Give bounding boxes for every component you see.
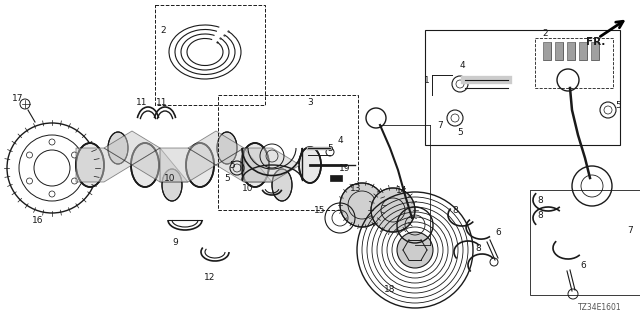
Text: 16: 16 <box>32 215 44 225</box>
Circle shape <box>371 188 415 232</box>
Ellipse shape <box>108 132 128 164</box>
Text: 10: 10 <box>164 173 176 182</box>
Polygon shape <box>132 148 188 182</box>
Bar <box>579 42 587 60</box>
Bar <box>218 95 358 210</box>
Ellipse shape <box>299 147 321 183</box>
Text: 2: 2 <box>160 26 166 35</box>
Text: 6: 6 <box>580 260 586 269</box>
Text: 8: 8 <box>537 211 543 220</box>
Ellipse shape <box>272 169 292 201</box>
Text: 7: 7 <box>437 121 443 130</box>
Polygon shape <box>104 131 160 165</box>
Bar <box>425 30 620 145</box>
Text: 3: 3 <box>307 98 313 107</box>
Text: TZ34E1601: TZ34E1601 <box>578 303 622 313</box>
Circle shape <box>340 183 384 227</box>
Text: 5: 5 <box>224 173 230 182</box>
Circle shape <box>397 232 433 268</box>
Bar <box>567 42 575 60</box>
Ellipse shape <box>217 132 237 164</box>
Text: 2: 2 <box>542 28 548 37</box>
Text: FR.: FR. <box>586 37 605 47</box>
Polygon shape <box>76 148 132 182</box>
Text: 8: 8 <box>537 196 543 204</box>
Text: 5: 5 <box>327 143 333 153</box>
Ellipse shape <box>162 169 182 201</box>
Bar <box>530 190 640 295</box>
Ellipse shape <box>186 143 214 187</box>
Text: 18: 18 <box>384 285 396 294</box>
Polygon shape <box>244 148 300 182</box>
Text: 5: 5 <box>615 100 621 109</box>
Text: 9: 9 <box>172 237 178 246</box>
Text: 7: 7 <box>627 226 633 235</box>
Text: 17: 17 <box>12 93 24 102</box>
Text: 15: 15 <box>314 205 326 214</box>
Text: 19: 19 <box>339 164 351 172</box>
Text: 4: 4 <box>337 135 343 145</box>
Text: 1: 1 <box>424 76 430 84</box>
Text: 6: 6 <box>495 228 501 236</box>
Text: 5: 5 <box>457 127 463 137</box>
Ellipse shape <box>241 143 269 187</box>
Bar <box>543 42 551 60</box>
Polygon shape <box>160 148 216 182</box>
Polygon shape <box>188 131 244 165</box>
Text: 14: 14 <box>396 186 408 195</box>
Text: 8: 8 <box>452 205 458 214</box>
Bar <box>555 42 563 60</box>
Text: 12: 12 <box>204 274 216 283</box>
Polygon shape <box>216 148 272 182</box>
Text: 5: 5 <box>229 161 235 170</box>
Bar <box>330 175 342 181</box>
Text: 4: 4 <box>459 60 465 69</box>
Bar <box>591 42 599 60</box>
Text: 8: 8 <box>475 244 481 252</box>
Text: 10: 10 <box>243 183 253 193</box>
Bar <box>535 38 613 88</box>
Ellipse shape <box>76 143 104 187</box>
Bar <box>155 5 265 105</box>
Text: 11: 11 <box>156 98 168 107</box>
Text: 13: 13 <box>350 183 362 193</box>
Text: 11: 11 <box>136 98 148 107</box>
Ellipse shape <box>131 143 159 187</box>
